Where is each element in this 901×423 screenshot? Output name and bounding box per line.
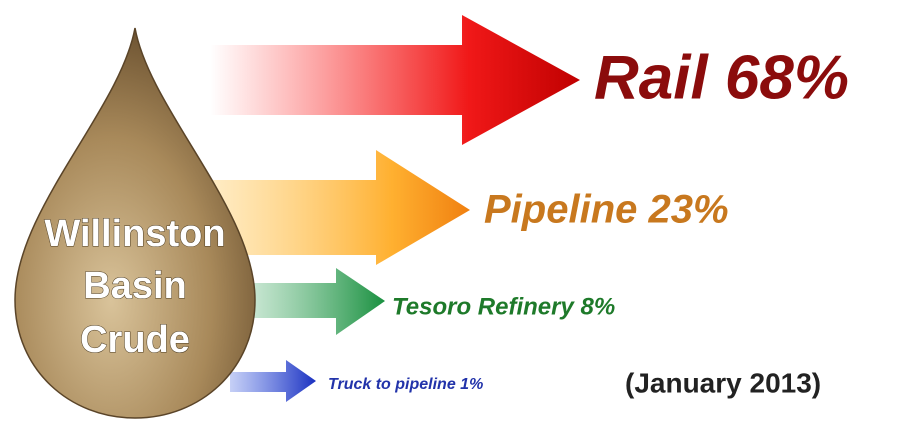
refinery-arrow — [250, 268, 385, 335]
drop-line: Basin — [83, 265, 186, 307]
truck-label: Truck to pipeline 1% — [328, 376, 483, 393]
drop-line: Willinston — [44, 213, 225, 255]
pipeline-arrow — [210, 150, 470, 265]
oil-drop — [14, 27, 256, 419]
truck-arrow — [230, 360, 316, 402]
refinery-label: Tesoro Refinery 8% — [392, 293, 615, 320]
pipeline-label: Pipeline 23% — [484, 188, 729, 232]
rail-arrow — [210, 15, 580, 145]
drop-line: Crude — [80, 319, 190, 361]
rail-label: Rail 68% — [594, 43, 849, 112]
date-note: (January 2013) — [625, 367, 821, 398]
